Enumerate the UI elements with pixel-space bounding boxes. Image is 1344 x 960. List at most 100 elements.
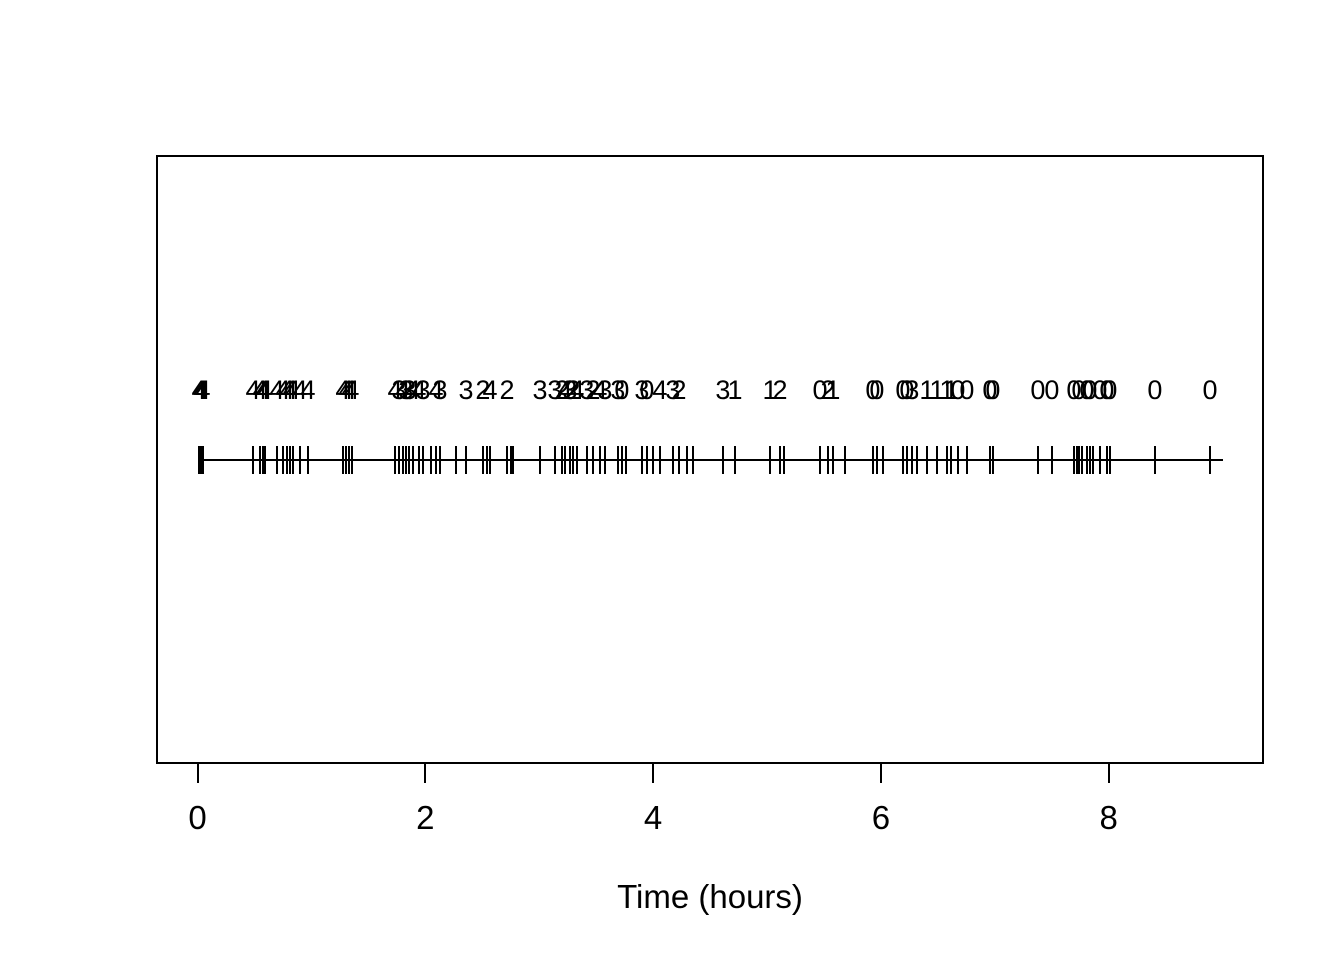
rug-tick	[505, 446, 508, 474]
rug-tick	[1080, 446, 1083, 474]
event-count-label: 0	[812, 375, 828, 405]
rug-tick	[620, 446, 623, 474]
rug-tick	[645, 446, 648, 474]
event-count-label: 0	[614, 375, 630, 405]
event-count-label: 2	[554, 375, 570, 405]
rug-tick	[685, 446, 688, 474]
rug-tick	[563, 446, 566, 474]
event-count-label: 4	[275, 375, 291, 405]
event-count-label: 1	[762, 375, 778, 405]
rug-tick	[831, 446, 834, 474]
rug-tick	[464, 446, 467, 474]
rug-tick	[677, 446, 680, 474]
x-axis-tick	[1107, 764, 1110, 783]
rug-tick	[881, 446, 884, 474]
event-count-label: 4	[282, 375, 298, 405]
rug-tick	[417, 446, 420, 474]
event-count-label: 2	[772, 375, 788, 405]
rug-tick	[291, 446, 294, 474]
event-count-label: 4	[482, 375, 498, 405]
rug-tick	[286, 446, 289, 474]
x-axis-title: Time (hours)	[617, 878, 803, 915]
event-count-label: 4	[195, 375, 211, 405]
event-count-label: 3	[547, 375, 563, 405]
rug-tick	[843, 446, 846, 474]
event-count-label: 0	[1147, 375, 1163, 405]
event-count-label: 2	[475, 375, 491, 405]
rug-tick	[988, 446, 991, 474]
rug-tick	[488, 446, 491, 474]
x-axis-tick	[652, 764, 655, 783]
event-count-label: 1	[943, 375, 959, 405]
event-count-label: 3	[579, 375, 595, 405]
event-count-label: 1	[939, 375, 955, 405]
rug-tick	[288, 446, 291, 474]
rug-tick	[616, 446, 619, 474]
x-axis-tick-label: 0	[188, 799, 207, 836]
rug-tick	[299, 446, 301, 474]
rug-tick	[201, 446, 204, 474]
rug-tick	[1208, 446, 1211, 474]
rug-tick	[991, 446, 994, 474]
rug-tick	[945, 446, 948, 474]
rug-tick	[485, 446, 488, 474]
event-count-label: 4	[292, 375, 308, 405]
event-count-label: 4	[285, 375, 301, 405]
event-count-label: 0	[865, 375, 881, 405]
event-count-label: 0	[1030, 375, 1046, 405]
rug-tick	[571, 446, 574, 474]
rug-tick	[1088, 446, 1091, 474]
event-count-label: 4	[395, 375, 411, 405]
rug-tick	[910, 446, 913, 474]
event-count-label: 0	[639, 375, 655, 405]
event-count-label: 4	[652, 375, 668, 405]
x-axis-tick-label: 8	[1099, 799, 1118, 836]
event-count-label: 0	[950, 375, 966, 405]
event-count-label: 4	[387, 375, 403, 405]
event-count-label: 3	[715, 375, 731, 405]
event-count-label: 2	[585, 375, 601, 405]
event-count-label: 4	[405, 375, 421, 405]
event-timeline	[197, 459, 1223, 461]
rug-tick	[778, 446, 781, 474]
rug-tick	[1050, 446, 1053, 474]
rug-tick	[640, 446, 643, 474]
event-count-label: 0	[1071, 375, 1087, 405]
rug-tick	[768, 446, 771, 474]
rug-tick	[197, 446, 200, 474]
rug-tick	[733, 446, 736, 474]
rug-tick	[1072, 446, 1075, 474]
event-count-label: 0	[1102, 375, 1118, 405]
rug-tick	[200, 446, 203, 474]
event-count-label: 2	[671, 375, 687, 405]
rug-tick	[282, 446, 285, 474]
event-count-label: 0	[982, 375, 998, 405]
event-count-label: 2	[499, 375, 515, 405]
event-count-label: 1	[929, 375, 945, 405]
rug-tick	[1036, 446, 1039, 474]
rug-tick	[512, 446, 514, 474]
rug-tick	[435, 446, 437, 474]
rug-tick	[949, 446, 952, 474]
rug-tick	[598, 446, 601, 474]
event-count-label: 3	[458, 375, 474, 405]
x-axis-tick-label: 4	[643, 799, 663, 836]
rug-tick	[1077, 446, 1080, 474]
rug-tick	[965, 446, 968, 474]
event-count-label: 4	[428, 375, 444, 405]
rug-tick	[1105, 446, 1108, 474]
event-count-label: 3	[665, 375, 681, 405]
rug-tick	[347, 446, 350, 474]
event-count-label: 4	[592, 375, 608, 405]
event-count-label: 2	[820, 375, 836, 405]
rug-tick	[585, 446, 588, 474]
event-count-label: 3	[532, 375, 548, 405]
rug-tick	[411, 446, 414, 474]
event-count-label: 0	[1082, 375, 1098, 405]
rug-tick	[691, 446, 694, 474]
rug-tick	[671, 446, 674, 474]
event-count-label: 0	[1066, 375, 1082, 405]
rug-tick	[251, 446, 254, 474]
rug-tick	[408, 446, 410, 474]
event-count-label: 3	[634, 375, 650, 405]
